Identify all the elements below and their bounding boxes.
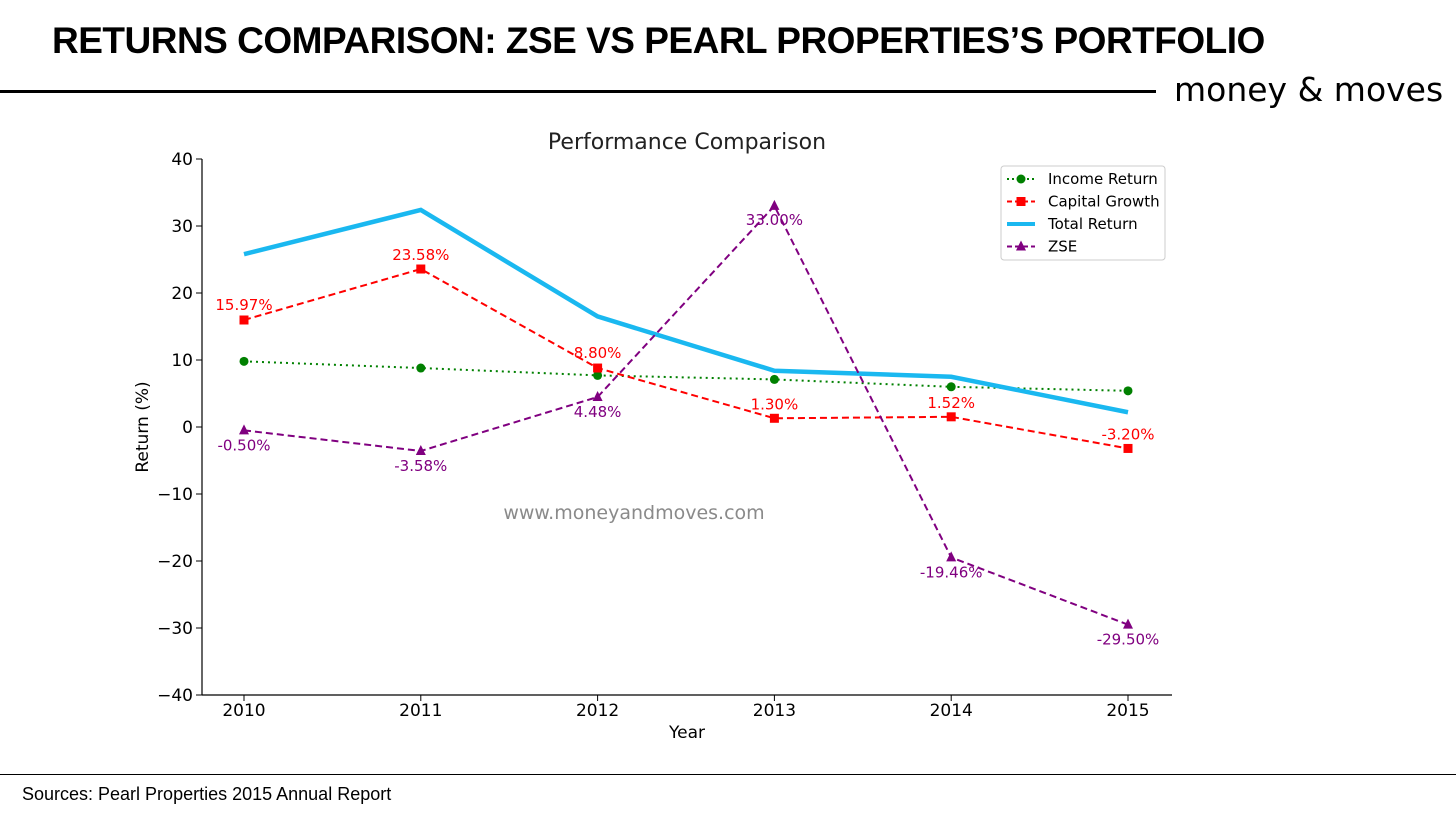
data-point (239, 356, 249, 366)
brand-logo: money & moves (1174, 70, 1443, 109)
y-tick-label: 30 (171, 217, 193, 237)
series-line (243, 204, 1129, 626)
data-point (592, 390, 603, 401)
y-tick-label: −10 (157, 485, 193, 505)
y-tick-label: 0 (182, 418, 193, 438)
legend-label: Income Return (1048, 170, 1158, 188)
legend-marker (1016, 197, 1026, 206)
data-point (1123, 443, 1133, 453)
data-point (416, 264, 426, 274)
x-tick-label: 2015 (1106, 701, 1149, 721)
data-label: -0.50% (217, 436, 270, 454)
data-label: -19.46% (920, 563, 983, 581)
y-tick-label: 10 (171, 351, 193, 371)
x-tick-label: 2014 (930, 701, 973, 721)
series-income-return (239, 356, 1133, 396)
page-title: RETURNS COMPARISON: ZSE VS PEARL PROPERT… (52, 20, 1265, 61)
data-point (1123, 618, 1133, 629)
data-point (239, 424, 249, 435)
x-tick-label: 2011 (399, 701, 442, 721)
data-label: -3.20% (1101, 425, 1154, 443)
watermark-text: www.moneyandmoves.com (503, 502, 764, 524)
chart-title: Performance Comparison (548, 130, 826, 155)
series-line (243, 267, 1129, 450)
chart-legend: Income Return Capital Growth Total Return Z… (1000, 165, 1166, 261)
data-label: 1.52% (927, 394, 975, 412)
data-point (769, 413, 779, 423)
y-axis-label: Return (%) (133, 381, 153, 472)
title-divider (0, 90, 1156, 93)
data-point (946, 551, 957, 562)
x-tick-label: 2012 (576, 701, 619, 721)
data-point (1123, 386, 1133, 396)
data-point (239, 315, 249, 325)
y-tick-label: 20 (171, 284, 193, 304)
y-tick-label: 40 (171, 150, 193, 170)
y-tick-label: −40 (157, 686, 193, 706)
data-point (769, 374, 779, 384)
data-label: 33.00% (746, 211, 803, 229)
data-point (593, 363, 603, 373)
y-tick-label: −20 (157, 552, 193, 572)
legend-label: ZSE (1048, 238, 1077, 256)
data-label: 1.30% (751, 395, 799, 413)
data-label: 4.48% (574, 403, 622, 421)
data-point (593, 370, 603, 380)
data-point (769, 199, 780, 210)
legend-marker (1016, 240, 1026, 251)
data-point (946, 412, 956, 422)
data-point (946, 382, 956, 392)
footer-divider (0, 774, 1456, 775)
series-line (243, 207, 1129, 415)
legend-marker (1016, 174, 1026, 184)
series-capital-growth: 15.97% 23.58% 8.80% 1.30% 1.52% -3.20% (215, 246, 1155, 453)
data-label: 23.58% (392, 246, 449, 264)
data-point (416, 363, 426, 373)
series-zse: -0.50% -3.58% 4.48% 33.00% -19.46% -29.50% (217, 199, 1160, 649)
data-label: 8.80% (574, 344, 622, 362)
x-tick-label: 2010 (222, 701, 265, 721)
x-axis-label: Year (668, 723, 705, 743)
data-point (415, 444, 426, 455)
sources-note: Sources: Pearl Properties 2015 Annual Re… (22, 784, 392, 804)
brand-text: money & moves (1174, 70, 1444, 109)
data-label: 15.97% (215, 296, 272, 314)
data-label: -3.58% (394, 457, 447, 475)
x-tick-label: 2013 (753, 701, 796, 721)
legend-box (1000, 165, 1166, 261)
legend-label: Total Return (1047, 215, 1138, 233)
data-label: -29.50% (1097, 631, 1160, 649)
legend-label: Capital Growth (1048, 193, 1160, 211)
series-total-return (243, 207, 1129, 415)
y-tick-label: −30 (157, 619, 193, 639)
